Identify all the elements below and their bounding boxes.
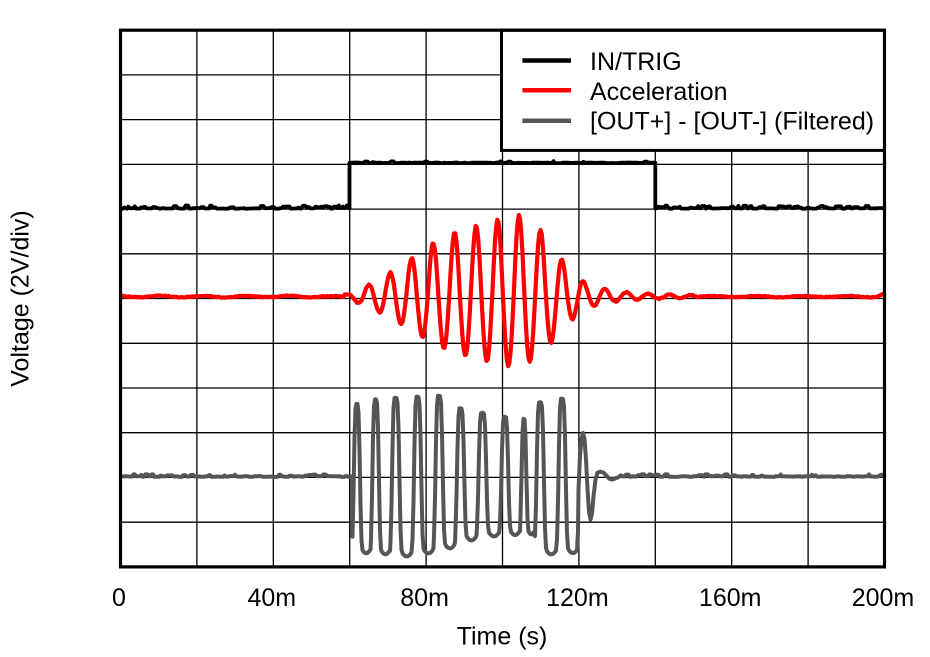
svg-text:Acceleration: Acceleration — [590, 78, 728, 106]
svg-text:Time (s): Time (s) — [457, 622, 548, 650]
svg-text:40m: 40m — [247, 584, 296, 612]
svg-text:160m: 160m — [699, 584, 762, 612]
svg-text:[OUT+] - [OUT-] (Filtered): [OUT+] - [OUT-] (Filtered) — [590, 108, 874, 136]
svg-text:80m: 80m — [400, 584, 449, 612]
svg-text:0: 0 — [112, 584, 126, 612]
svg-text:120m: 120m — [546, 584, 609, 612]
svg-text:200m: 200m — [852, 584, 915, 612]
svg-text:IN/TRIG: IN/TRIG — [590, 48, 682, 76]
svg-text:Voltage (2V/div): Voltage (2V/div) — [7, 210, 35, 387]
